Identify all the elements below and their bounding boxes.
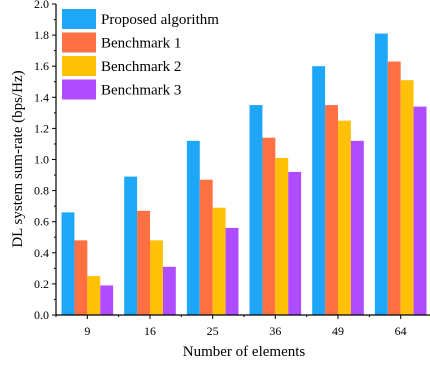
bar-4-36 [288,171,302,315]
bar-4-9 [100,285,114,315]
x-tick-label: 36 [269,324,281,338]
bar-3-49 [338,120,351,316]
y-tick-label: 0.4 [34,246,49,260]
bars-layer [61,33,427,316]
legend-swatch-2 [62,32,96,53]
bar-4-25 [225,227,239,315]
bar-3-25 [212,207,226,315]
y-tick-label: 0.6 [34,215,49,229]
y-tick-label: 1.8 [34,28,49,42]
legend-label-2: Benchmark 1 [101,36,181,52]
y-tick-label: 1.6 [34,59,49,73]
legend: Proposed algorithm Benchmark 1 Benchmark 2… [62,9,219,100]
bar-4-16 [162,266,176,315]
x-tick-label: 25 [207,324,219,338]
bar-3-16 [150,240,163,315]
bar-2-25 [199,179,213,315]
legend-label-3: Benchmark 2 [101,59,181,75]
legend-swatch-4 [62,79,96,100]
y-axis-title: DL system sum-rate (bps/Hz) [10,70,26,247]
y-tick-label: 2.0 [34,0,49,11]
y-tick-label: 1.2 [34,121,49,135]
x-axis-title: Number of elements [183,344,306,360]
y-tick-label: 0.2 [34,277,49,291]
bar-3-36 [275,157,289,315]
bar-4-49 [350,140,364,315]
bar-1-49 [312,66,326,315]
y-tick-label: 1.0 [34,153,49,167]
bar-1-64 [374,33,388,316]
bar-1-36 [249,105,263,315]
bar-2-64 [387,61,401,315]
y-tick-label: 1.4 [34,90,49,104]
y-tick-label: 0.0 [34,308,49,322]
legend-label-1: Proposed algorithm [101,12,219,28]
bar-1-9 [61,212,75,315]
bar-1-25 [186,140,200,315]
y-tick-label: 0.8 [34,184,49,198]
x-tick-label: 9 [84,324,90,338]
x-tick-label: 16 [144,324,156,338]
bar-2-16 [137,210,150,315]
bar-3-9 [87,276,101,316]
x-tick-label: 49 [332,324,344,338]
bar-4-64 [413,106,427,315]
bar-1-16 [124,176,138,315]
bar-2-49 [325,105,338,315]
axes-layer: 0.0 0.2 0.4 0.6 0.8 1.0 1.2 1.4 1.6 1.8 2.0 9 16 25 36… [34,0,430,338]
legend-swatch-1 [62,9,96,29]
x-tick-label: 64 [395,324,407,338]
bar-3-64 [400,80,414,315]
bar-2-9 [74,240,88,315]
bar-2-36 [262,137,276,315]
legend-swatch-3 [62,56,96,76]
legend-label-4: Benchmark 3 [101,83,181,99]
